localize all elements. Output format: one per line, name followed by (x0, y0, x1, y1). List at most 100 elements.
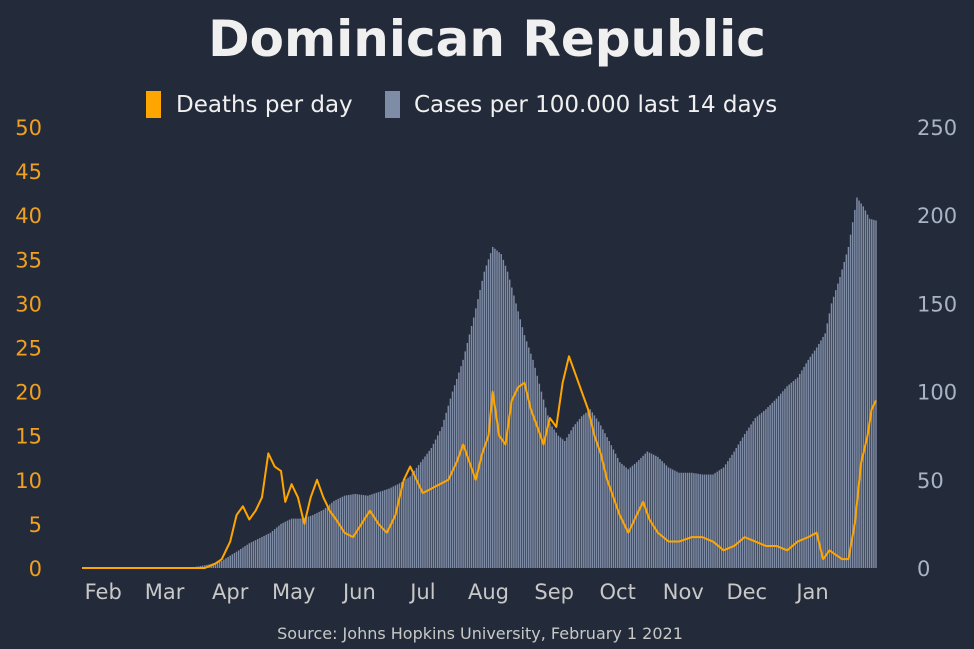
cases-bar (555, 432, 558, 568)
x-axis-tick-label: Oct (600, 580, 636, 604)
x-axis-tick-label: Jul (408, 580, 435, 604)
cases-bar (763, 411, 765, 568)
cases-bar (769, 405, 771, 568)
cases-bar (464, 351, 466, 568)
cases-bar (282, 522, 284, 568)
cases-bar (784, 388, 786, 568)
right-axis-tick-label: 200 (917, 204, 957, 228)
cases-bar (822, 336, 824, 568)
cases-bar (267, 533, 270, 568)
cases-bar (229, 555, 231, 568)
cases-bar (485, 265, 488, 568)
chart-title: Dominican Republic (208, 10, 766, 68)
cases-bar (502, 259, 505, 568)
cases-bar (676, 471, 678, 568)
cases-bar (354, 493, 356, 568)
cases-bar (559, 437, 562, 568)
left-axis-tick-label: 30 (15, 292, 42, 316)
cases-bar (534, 367, 536, 568)
cases-bar (352, 494, 354, 568)
cases-bar (811, 353, 814, 568)
cases-bar (739, 440, 742, 568)
x-axis-tick-label: Jun (341, 580, 376, 604)
cases-bar (350, 494, 352, 568)
x-axis-tick-label: Dec (726, 580, 767, 604)
cases-bar (405, 479, 407, 568)
cases-bar (564, 440, 566, 568)
cases-bar (623, 465, 625, 568)
cases-bar (536, 375, 538, 568)
cases-bar (479, 289, 481, 568)
cases-bar (699, 474, 701, 568)
cases-bar (396, 484, 399, 568)
cases-bar (828, 313, 831, 568)
left-axis-tick-label: 25 (15, 337, 42, 361)
cases-bar (257, 539, 259, 568)
cases-bar (407, 477, 409, 568)
cases-bar (276, 527, 278, 568)
cases-bar (674, 470, 676, 568)
cases-bar (627, 469, 630, 568)
cases-bar (756, 416, 759, 568)
cases-bar (415, 467, 418, 568)
cases-bar (392, 486, 394, 568)
cases-bar (779, 393, 782, 568)
cases-bar (451, 391, 454, 568)
cases-bar (390, 487, 392, 568)
cases-bar (223, 559, 225, 568)
cases-bar (826, 323, 829, 568)
deaths-line (82, 355, 877, 569)
cases-bar (221, 560, 223, 568)
legend-swatch-cases (385, 91, 400, 118)
cases-bar (631, 465, 634, 568)
cases-bar (261, 536, 263, 568)
cases-bar (773, 400, 776, 568)
left-axis-tick-label: 45 (15, 160, 42, 184)
cases-bar (604, 433, 606, 568)
x-axis-tick-label: Jan (794, 580, 828, 604)
cases-bar (718, 470, 721, 568)
cases-bar (873, 219, 875, 568)
cases-bar (775, 398, 778, 568)
cases-bar (547, 415, 549, 568)
cases-bar (445, 412, 447, 568)
cases-bar (508, 279, 511, 568)
cases-bar (246, 544, 248, 568)
cases-bar (420, 462, 422, 568)
cases-bar (716, 471, 718, 568)
left-axis-tick-label: 20 (15, 381, 42, 405)
cases-bar (818, 343, 820, 568)
cases-bar (426, 453, 428, 568)
cases-bar (278, 525, 280, 568)
cases-bar (707, 474, 710, 568)
cases-bar (487, 259, 490, 568)
cases-bar (640, 457, 642, 568)
cases-bar (782, 391, 784, 568)
right-axis-ticks: 0 50 100 150 200 250 (917, 116, 957, 581)
cases-bar (244, 546, 246, 568)
cases-bar (832, 296, 835, 568)
cases-bar (331, 502, 333, 568)
cases-bar (722, 467, 725, 568)
cases-bar (652, 454, 655, 568)
cases-bar (650, 453, 653, 568)
x-axis-tick-label: May (272, 580, 315, 604)
cases-bar (608, 440, 610, 568)
cases-bar (868, 218, 871, 569)
cases-bar (551, 426, 553, 568)
cases-bar (303, 517, 306, 568)
cases-bar (610, 445, 613, 568)
cases-bar (386, 489, 388, 568)
cases-bar (841, 269, 843, 568)
cases-bar (299, 518, 301, 568)
cases-bar (216, 562, 219, 568)
cases-bar (633, 463, 636, 568)
cases-bar (341, 496, 344, 568)
cases-bar (602, 429, 604, 568)
cases-bar (439, 431, 441, 568)
cases-bar (403, 480, 405, 568)
cases-bar (701, 474, 704, 568)
cases-bar (517, 311, 519, 568)
cases-bar (201, 565, 204, 568)
cases-bar (492, 246, 494, 568)
